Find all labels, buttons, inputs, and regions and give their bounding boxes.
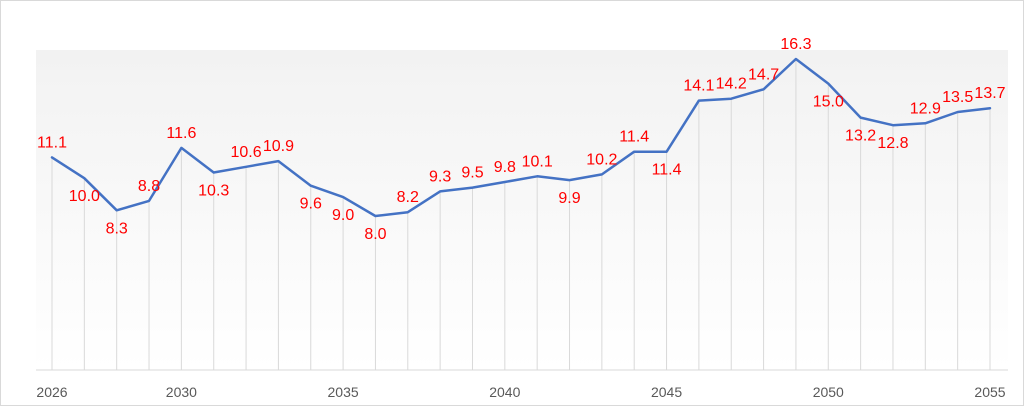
data-label: 14.1 [683,78,714,95]
data-label: 13.7 [974,85,1005,102]
data-label: 12.9 [910,100,941,117]
data-label: 11.4 [619,129,649,146]
data-label: 8.3 [106,220,128,237]
x-tick-label: 2045 [651,384,682,400]
data-label: 9.8 [494,159,516,176]
data-label: 11.4 [652,162,682,179]
data-label: 9.9 [558,190,580,207]
x-tick-label: 2026 [36,384,67,400]
data-label: 13.5 [942,89,973,106]
x-axis-ticks: 2026 2030 2035 2040 2045 2050 2055 [36,384,1005,400]
data-label: 10.3 [198,182,229,199]
data-label: 11.6 [166,125,196,142]
data-label: 9.3 [429,168,451,185]
series-layer [50,57,992,218]
data-label: 13.2 [845,128,876,145]
data-label: 11.1 [37,134,67,151]
data-label: 9.0 [332,207,354,224]
data-label: 8.0 [364,226,386,243]
gridlines [36,59,1008,371]
data-label: 10.9 [263,138,294,155]
data-label: 10.6 [230,144,261,161]
x-tick-label: 2055 [974,384,1005,400]
data-label: 9.6 [300,196,322,213]
data-label: 8.8 [138,178,160,195]
x-tick-label: 2050 [813,384,844,400]
data-label: 10.0 [69,188,100,205]
x-tick-label: 2040 [489,384,520,400]
data-label: 8.2 [397,189,419,206]
series-line [50,57,992,218]
data-label: 9.5 [461,165,483,182]
data-label: 14.2 [716,76,747,93]
data-label: 10.2 [586,151,617,168]
data-label: 15.0 [813,94,844,111]
x-tick-label: 2030 [166,384,197,400]
data-label: 14.7 [748,66,779,83]
data-label: 10.1 [522,153,553,170]
data-label: 16.3 [780,36,811,53]
x-tick-label: 2035 [328,384,359,400]
data-label: 12.8 [877,135,908,152]
data-labels: 11.1 10.0 8.3 8.8 11.6 10.3 10.6 10.9 9.6 9.0 8.0 8… [37,36,1006,243]
